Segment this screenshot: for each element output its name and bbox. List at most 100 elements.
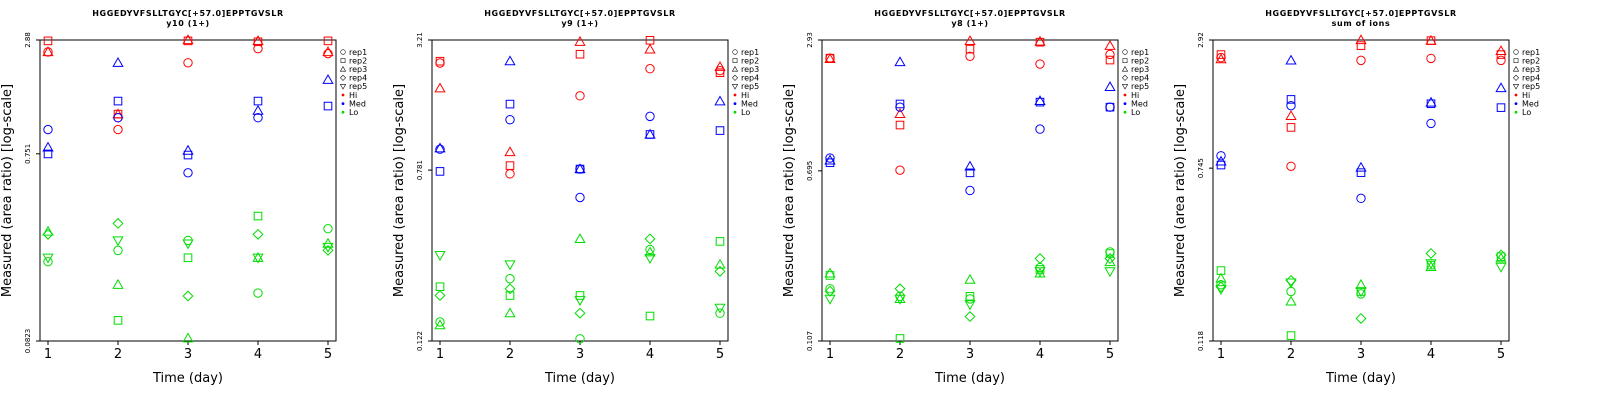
legend-dot (733, 93, 737, 97)
data-point (1034, 253, 1046, 265)
legend-label: Lo (1131, 108, 1140, 117)
legend-label: rep5 (1131, 82, 1149, 91)
x-tick-label: 5 (1497, 347, 1505, 362)
data-point (322, 73, 334, 84)
legend-label: rep4 (741, 74, 759, 83)
data-point (1285, 274, 1297, 286)
chart-title: HGGEDYVFSLLTGYC[+57.0]EPPTGVSLR (874, 9, 1065, 18)
legend-label: Lo (1522, 108, 1531, 117)
plot-frame (431, 39, 729, 342)
data-point (1426, 118, 1436, 129)
y-tick-label: 2.93 (806, 32, 814, 48)
data-point (825, 271, 835, 280)
data-point (824, 154, 836, 165)
data-point (43, 256, 53, 267)
data-point (824, 267, 836, 278)
data-point (575, 49, 585, 59)
data-point (1286, 95, 1296, 104)
legend-marker (1121, 74, 1129, 81)
legend-marker (339, 66, 347, 72)
data-point (1355, 312, 1367, 324)
data-point (964, 300, 976, 311)
data-point (575, 192, 585, 203)
legend-label: Hi (741, 91, 749, 100)
legend-marker (732, 58, 738, 63)
legend-dot (733, 102, 737, 105)
data-point (894, 293, 906, 303)
data-point (253, 96, 263, 106)
legend-label: rep4 (1522, 74, 1540, 83)
data-point (1105, 102, 1115, 112)
data-point (252, 228, 264, 240)
legend-label: rep3 (1522, 65, 1540, 74)
data-point (253, 211, 263, 221)
x-tick-label: 5 (324, 347, 332, 362)
data-point (714, 60, 726, 71)
data-point (825, 153, 835, 163)
legend-label: Lo (349, 108, 358, 117)
data-point (42, 46, 54, 57)
data-point (183, 58, 193, 68)
data-point (435, 317, 445, 327)
data-point (714, 95, 726, 106)
data-point (895, 334, 905, 343)
data-point (253, 288, 263, 298)
legend-label: rep1 (1522, 48, 1540, 57)
data-point (434, 142, 446, 153)
data-point (42, 228, 54, 240)
data-point (42, 225, 54, 236)
legend-marker (1512, 84, 1520, 90)
x-tick-label: 4 (1036, 347, 1044, 362)
data-point (644, 254, 656, 264)
data-point (1035, 37, 1045, 47)
data-point (434, 319, 446, 330)
x-tick-label: 4 (646, 347, 654, 362)
data-point (575, 91, 585, 101)
y-tick-label: 0.781 (416, 160, 424, 180)
legend-label: Med (1522, 99, 1539, 108)
data-point (1105, 55, 1115, 65)
data-point (644, 43, 656, 54)
legend-label: Hi (349, 91, 357, 100)
data-point (42, 253, 54, 264)
data-point (43, 124, 53, 135)
legend-marker (340, 49, 346, 55)
data-point (112, 278, 124, 289)
data-point (1356, 289, 1366, 299)
data-point (1496, 55, 1506, 66)
data-point (645, 311, 655, 321)
data-point (964, 311, 976, 323)
x-tick-label: 3 (1357, 347, 1365, 362)
legend-label: rep2 (741, 56, 759, 65)
data-point (645, 244, 655, 255)
data-point (1425, 96, 1437, 107)
legend-label: rep4 (1131, 74, 1149, 83)
legend-label: rep4 (349, 74, 367, 83)
legend-label: Med (349, 99, 366, 108)
data-point (1286, 161, 1296, 171)
data-point (1104, 256, 1116, 267)
data-point (183, 150, 193, 160)
data-point (505, 169, 515, 179)
data-point (574, 296, 586, 307)
data-point (505, 99, 515, 109)
data-point (714, 258, 726, 269)
legend-marker (1513, 58, 1519, 63)
data-point (824, 285, 836, 297)
data-point (182, 332, 194, 343)
legend-dot (1514, 93, 1518, 97)
data-point (182, 239, 194, 250)
legend-dot (1123, 102, 1127, 105)
legend-label: rep3 (349, 65, 367, 74)
data-point (825, 53, 835, 63)
legend-dot (341, 102, 345, 105)
data-point (574, 233, 586, 243)
chart-title: HGGEDYVFSLLTGYC[+57.0]EPPTGVSLR (484, 9, 675, 18)
data-point (644, 233, 656, 245)
data-point (435, 58, 445, 68)
data-point (1355, 34, 1367, 45)
data-point (504, 55, 516, 66)
legend-dot (341, 110, 345, 114)
data-point (1356, 55, 1366, 66)
